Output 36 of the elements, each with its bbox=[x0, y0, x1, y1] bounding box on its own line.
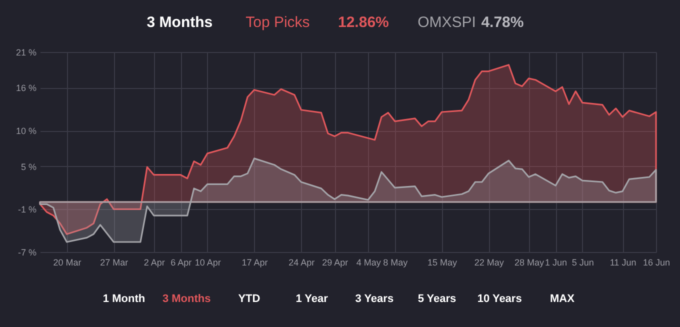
y-tick-label: -1 % bbox=[18, 204, 36, 215]
text: 4.78% bbox=[481, 14, 524, 31]
text: OMXSPI bbox=[418, 14, 476, 31]
x-tick-label: 1 Jun bbox=[545, 258, 568, 268]
text: 5 Years bbox=[418, 293, 456, 305]
text: 1 Year bbox=[296, 293, 329, 305]
text: 1 Month bbox=[102, 293, 146, 305]
text: 3 Months bbox=[162, 293, 211, 305]
chart-title: 3 Months bbox=[146, 14, 213, 31]
x-tick-label: 11 Jun bbox=[610, 258, 636, 268]
x-tick-label: 15 May bbox=[427, 258, 458, 268]
y-tick-label: 21 % bbox=[16, 48, 36, 58]
y-tick-label: 10 % bbox=[16, 126, 36, 136]
x-tick-label: 6 Apr bbox=[170, 258, 192, 268]
text: 12.86% bbox=[338, 14, 389, 31]
text: YTD bbox=[238, 293, 260, 305]
x-tick-label: 4 May bbox=[356, 258, 382, 268]
x-tick-label: 16 Jun bbox=[642, 258, 670, 268]
y-tick-label: 16 % bbox=[16, 83, 36, 94]
x-tick-label: 8 May bbox=[383, 258, 408, 268]
y-tick-label: -7 % bbox=[18, 248, 36, 258]
x-tick-label: 5 Jun bbox=[572, 258, 594, 268]
x-tick-label: 27 Mar bbox=[100, 258, 128, 268]
x-tick-label: 10 Apr bbox=[194, 258, 221, 268]
text: 3 Years bbox=[355, 293, 394, 305]
x-tick-label: 24 Apr bbox=[288, 258, 315, 268]
x-tick-label: 20 Mar bbox=[53, 258, 82, 268]
y-tick-label: 5 % bbox=[20, 162, 36, 172]
x-tick-label: 28 May bbox=[514, 258, 545, 268]
x-tick-label: 22 May bbox=[474, 258, 504, 268]
x-tick-label: 17 Apr bbox=[242, 258, 268, 268]
text: MAX bbox=[550, 293, 576, 305]
x-tick-label: 2 Apr bbox=[144, 258, 165, 268]
text: 10 Years bbox=[477, 293, 522, 305]
x-tick-label: 29 Apr bbox=[322, 258, 348, 268]
text: Top Picks bbox=[246, 14, 310, 31]
